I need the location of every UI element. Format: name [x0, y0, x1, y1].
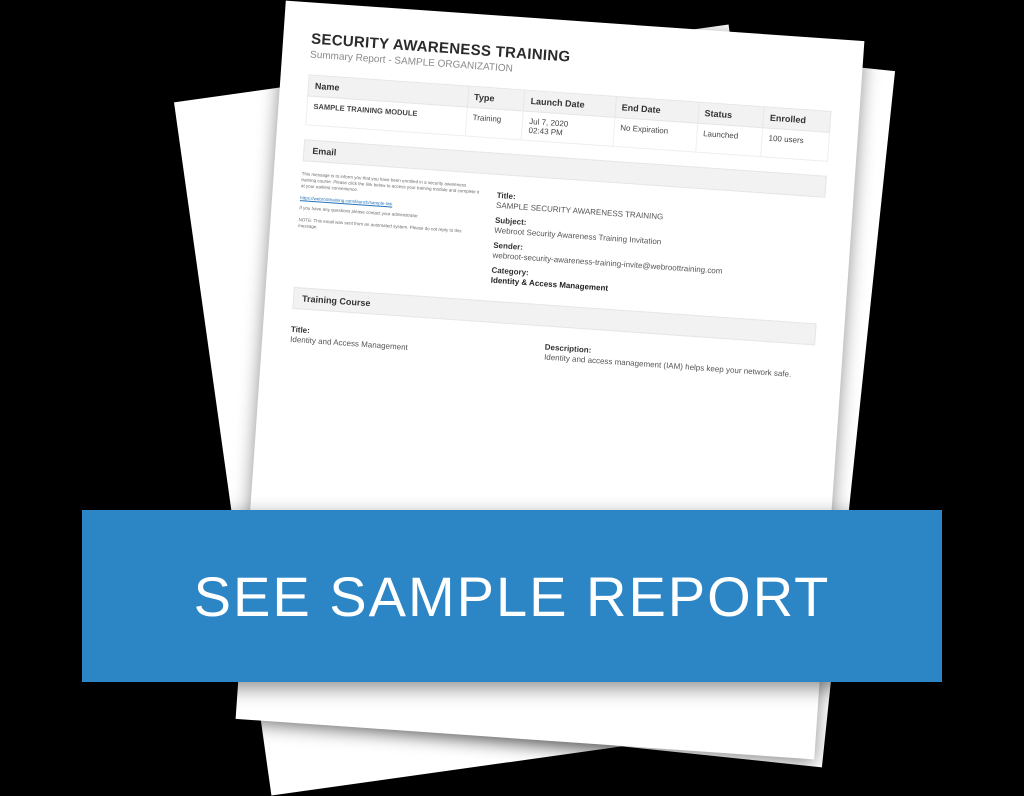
email-preview: This message is to inform you that you h…	[295, 171, 482, 283]
cell-type: Training	[465, 107, 524, 140]
stage: SECURITY AWARENESS TRAINING Summary Repo…	[0, 0, 1024, 783]
cta-label: SEE SAMPLE REPORT	[194, 564, 831, 629]
email-meta: Title: SAMPLE SECURITY AWARENESS TRAININ…	[491, 185, 825, 308]
cell-launch-date: Jul 7, 2020 02:43 PM	[521, 111, 614, 146]
cell-end-date: No Expiration	[612, 117, 697, 152]
cell-status: Launched	[695, 123, 762, 157]
cell-enrolled: 100 users	[761, 128, 830, 162]
course-right: Description: Identity and access managem…	[544, 337, 815, 381]
see-sample-report-button[interactable]: SEE SAMPLE REPORT	[82, 510, 942, 682]
course-left: Title: Identity and Access Management	[290, 319, 522, 360]
